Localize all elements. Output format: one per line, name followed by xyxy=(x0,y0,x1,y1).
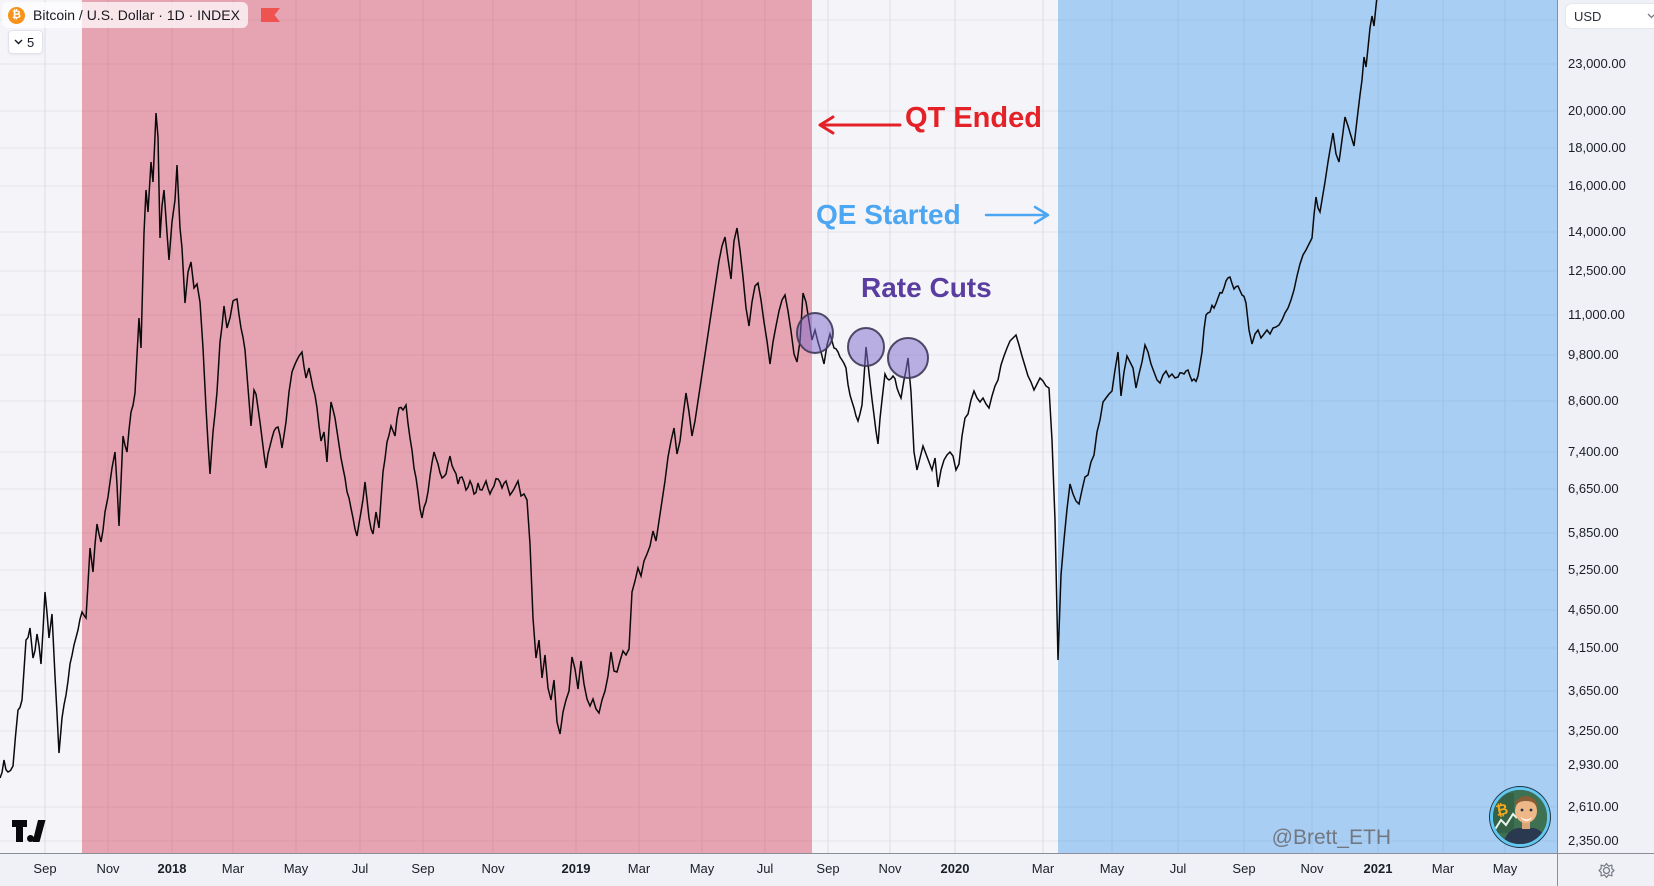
symbol-title: Bitcoin / U.S. Dollar · 1D · INDEX xyxy=(33,7,240,23)
bitcoin-icon: ₿ xyxy=(8,6,25,24)
author-watermark: @Brett_ETH xyxy=(1271,826,1391,849)
time-axis-pane[interactable]: Sep Nov 2018 Mar May Jul Sep Nov 2019 Mar May Jul Se… xyxy=(0,853,1557,886)
price-tick-label: 4,150.00 xyxy=(1568,640,1619,655)
time-tick-label: Sep xyxy=(816,861,840,876)
chevron-down-icon xyxy=(14,39,23,45)
price-tick-label: 18,000.00 xyxy=(1568,140,1626,155)
price-scale-settings-gear-icon[interactable] xyxy=(1597,862,1615,879)
time-tick-label: 2020 xyxy=(940,861,970,876)
time-tick-label: Jul xyxy=(351,861,369,876)
axis-corner[interactable] xyxy=(1557,853,1654,886)
svg-text:₿: ₿ xyxy=(1494,800,1510,820)
price-tick-label: 2,610.00 xyxy=(1568,799,1619,814)
time-tick-label: Nov xyxy=(878,861,902,876)
price-tick-label: 6,650.00 xyxy=(1568,481,1619,496)
price-tick-label: 5,250.00 xyxy=(1568,562,1619,577)
symbol-header[interactable]: ₿ Bitcoin / U.S. Dollar · 1D · INDEX xyxy=(2,2,248,28)
time-tick-label: Jul xyxy=(756,861,774,876)
time-tick-label: Mar xyxy=(1431,861,1455,876)
tradingview-logo-icon[interactable] xyxy=(12,820,46,846)
time-tick-label: 2019 xyxy=(561,861,591,876)
currency-dropdown[interactable]: USD xyxy=(1566,4,1654,28)
price-tick-label: 9,800.00 xyxy=(1568,347,1619,362)
rate-cut-circle xyxy=(847,327,885,367)
price-tick-label: 2,350.00 xyxy=(1568,833,1619,848)
currency-label: USD xyxy=(1574,8,1602,24)
chevron-down-icon xyxy=(1647,13,1654,19)
rate-cuts-annotation: Rate Cuts xyxy=(861,272,992,303)
price-tick-label: 3,250.00 xyxy=(1568,723,1619,738)
time-tick-label: Jul xyxy=(1169,861,1187,876)
time-tick-label: Nov xyxy=(481,861,505,876)
qe-started-annotation: QE Started xyxy=(816,199,961,230)
price-tick-label: 7,400.00 xyxy=(1568,444,1619,459)
time-tick-label: May xyxy=(1492,861,1518,876)
collapsed-indicators-count: 5 xyxy=(27,34,35,50)
price-tick-label: 14,000.00 xyxy=(1568,224,1626,239)
avatar: ₿ xyxy=(1488,785,1552,849)
time-tick-label: Nov xyxy=(1300,861,1324,876)
qt-ended-annotation: QT Ended xyxy=(905,102,1042,134)
price-axis-pane[interactable]: USD 23,000.00 20,000.00 18,000.00 16,000.00… xyxy=(1557,0,1654,853)
price-tick-label: 3,650.00 xyxy=(1568,683,1619,698)
red-flag-icon[interactable] xyxy=(260,7,282,23)
time-tick-label: Sep xyxy=(33,861,57,876)
time-tick-label: Sep xyxy=(1232,861,1256,876)
btc-price-line xyxy=(0,0,1378,779)
price-tick-label: 20,000.00 xyxy=(1568,103,1626,118)
time-tick-label: Mar xyxy=(221,861,245,876)
price-tick-label: 12,500.00 xyxy=(1568,263,1626,278)
price-chart-svg xyxy=(0,0,1557,853)
price-tick-label: 23,000.00 xyxy=(1568,56,1626,71)
time-tick-label: Nov xyxy=(96,861,120,876)
rate-cut-circle xyxy=(796,312,834,354)
price-tick-label: 16,000.00 xyxy=(1568,178,1626,193)
rate-cut-circle xyxy=(887,337,929,379)
time-tick-label: May xyxy=(689,861,715,876)
qe-started-arrow xyxy=(984,205,1050,225)
price-tick-label: 5,850.00 xyxy=(1568,525,1619,540)
time-tick-label: May xyxy=(283,861,309,876)
qe-shaded-region xyxy=(1058,0,1557,853)
time-tick-label: 2018 xyxy=(157,861,187,876)
qt-ended-arrow xyxy=(818,115,902,135)
price-tick-label: 4,650.00 xyxy=(1568,602,1619,617)
collapsed-indicators-button[interactable]: 5 xyxy=(8,30,44,54)
time-tick-label: Sep xyxy=(411,861,435,876)
time-tick-label: May xyxy=(1099,861,1125,876)
price-tick-label: 2,930.00 xyxy=(1568,757,1619,772)
time-tick-label: 2021 xyxy=(1363,861,1393,876)
price-tick-label: 8,600.00 xyxy=(1568,393,1619,408)
time-tick-label: Mar xyxy=(627,861,651,876)
time-tick-label: Mar xyxy=(1031,861,1055,876)
price-tick-label: 11,000.00 xyxy=(1568,307,1625,322)
chart-plot-area[interactable]: QT Ended QE Started Rate Cuts ₿ Bitcoin … xyxy=(0,0,1557,853)
qt-shaded-region xyxy=(82,0,812,853)
